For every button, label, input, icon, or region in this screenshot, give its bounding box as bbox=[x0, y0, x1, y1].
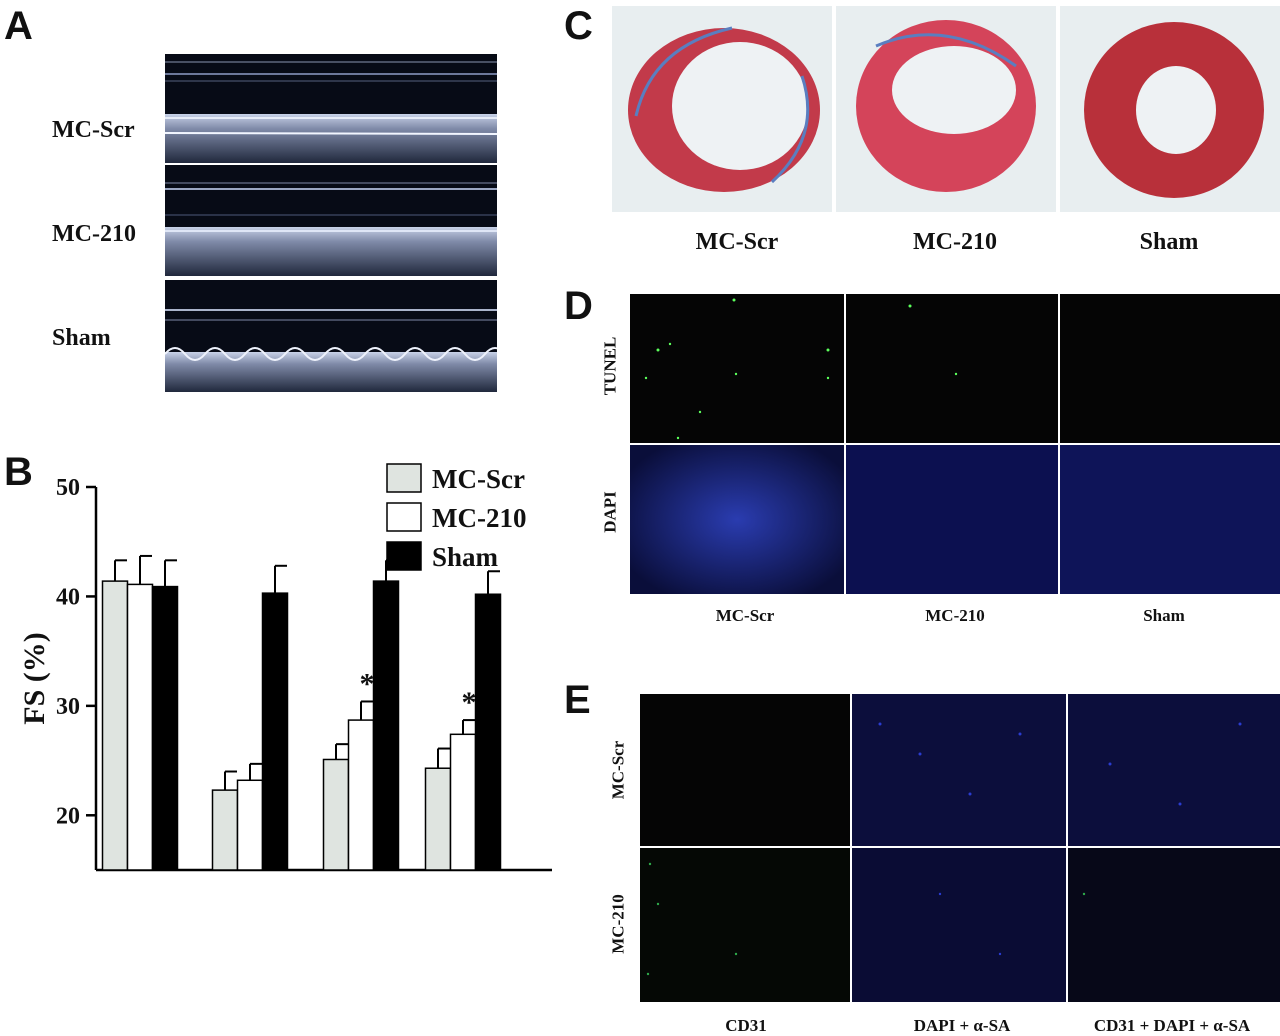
bar-mc-scr-w2 bbox=[211, 789, 239, 871]
histology-sham bbox=[1060, 6, 1280, 212]
bar-mc-210-w8 bbox=[449, 733, 477, 871]
panel-e-letter: E bbox=[564, 678, 591, 722]
panel-e-col-label-3: CD31 + DAPI + α-SA bbox=[1093, 1016, 1251, 1035]
panel-a-row-label-2: MC-210 bbox=[52, 221, 136, 247]
y-tick-label-3: 50 bbox=[56, 475, 80, 501]
x-tick-label-3: W8 bbox=[445, 888, 481, 890]
bar-mc-210-w4 bbox=[347, 719, 375, 871]
echo-image-mc-210 bbox=[165, 165, 497, 276]
cd31-grid bbox=[640, 694, 1280, 1002]
panel-e-row-label-2: MC-210 bbox=[608, 894, 628, 954]
legend-label-0: MC-Scr bbox=[432, 464, 525, 494]
panel-d-col-label-3: Sham bbox=[1143, 606, 1185, 625]
bar-mc-scr-w4 bbox=[322, 758, 350, 871]
bar-mc-scr-pre-op bbox=[101, 580, 129, 871]
significance-mark-1-2: * bbox=[360, 667, 375, 700]
histology-mc-210 bbox=[836, 6, 1056, 212]
panel-e-col-label-1: CD31 bbox=[725, 1016, 767, 1035]
histology-mc-scr bbox=[612, 6, 832, 212]
panel-e-row-label-1: MC-Scr bbox=[608, 740, 628, 800]
y-tick-label-1: 30 bbox=[56, 694, 80, 720]
panel-a-row-label-3: Sham bbox=[52, 325, 111, 351]
bar-mc-scr-w8 bbox=[424, 767, 452, 871]
bar-sham-w8 bbox=[474, 593, 502, 871]
echo-mc-scr-svg bbox=[165, 54, 497, 163]
panel-d-row-label-2: DAPI bbox=[600, 491, 620, 533]
echo-sham-svg bbox=[165, 280, 497, 392]
panel-c-label-1: MC-Scr bbox=[695, 229, 779, 255]
bar-mc-210-w2 bbox=[236, 779, 264, 871]
x-tick-label-2: W4 bbox=[343, 888, 379, 890]
y-axis-label: FS (%) bbox=[18, 632, 51, 725]
panel-d-col-label-2: MC-210 bbox=[925, 606, 985, 625]
bar-sham-w4 bbox=[372, 580, 400, 871]
fs-bar-chart: 20 30 40 50 FS (%) Pre-Op W2 * W4 * W8 MC-Scr MC-210… bbox=[18, 463, 552, 890]
echo-image-sham bbox=[165, 280, 497, 392]
legend-swatch-1 bbox=[386, 502, 422, 532]
y-tick-label-0: 20 bbox=[56, 803, 80, 829]
legend-label-2: Sham bbox=[432, 542, 499, 572]
panel-a-row-label-1: MC-Scr bbox=[52, 117, 135, 143]
panel-c-label-3: Sham bbox=[1139, 229, 1199, 255]
panel-c-label-2: MC-210 bbox=[913, 229, 997, 255]
significance-mark-1-3: * bbox=[462, 686, 477, 719]
echo-mc-210-svg bbox=[165, 165, 497, 276]
panel-b-letter: B bbox=[4, 450, 33, 494]
panel-d-col-label-1: MC-Scr bbox=[715, 606, 775, 625]
x-tick-label-1: W2 bbox=[232, 888, 268, 890]
legend-label-1: MC-210 bbox=[432, 503, 526, 533]
legend-swatch-0 bbox=[386, 463, 422, 493]
bar-sham-pre-op bbox=[151, 585, 179, 871]
x-tick-label-0: Pre-Op bbox=[102, 888, 178, 890]
legend-swatch-2 bbox=[386, 541, 422, 571]
bar-sham-w2 bbox=[261, 592, 289, 871]
panel-d-letter: D bbox=[564, 284, 593, 328]
tunel-dapi-grid bbox=[630, 294, 1280, 594]
panel-e-col-label-2: DAPI + α-SA bbox=[913, 1016, 1011, 1035]
echo-image-mc-scr bbox=[165, 54, 497, 163]
panel-c-letter: C bbox=[564, 4, 593, 48]
bar-mc-210-pre-op bbox=[126, 583, 154, 871]
y-tick-label-2: 40 bbox=[56, 584, 80, 610]
panel-a-letter: A bbox=[4, 4, 33, 48]
panel-d-row-label-1: TUNEL bbox=[600, 336, 620, 396]
